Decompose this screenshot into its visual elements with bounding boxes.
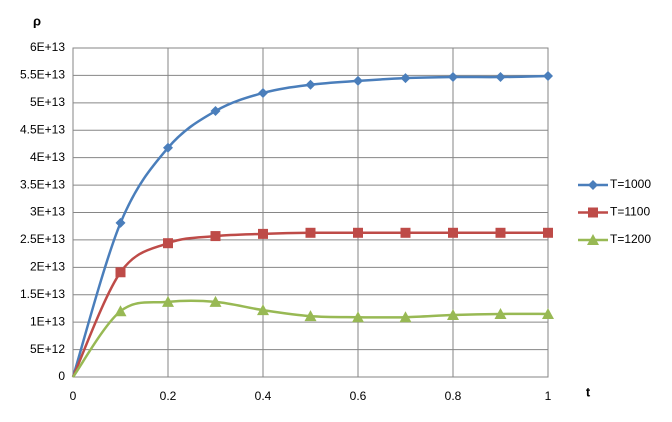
marker xyxy=(305,79,316,90)
x-tick-label: 0.8 xyxy=(445,389,462,403)
marker xyxy=(210,231,221,242)
legend-label: T=1200 xyxy=(610,232,651,246)
marker xyxy=(163,238,173,249)
y-tick-label: 4.5E+13 xyxy=(20,122,65,136)
marker xyxy=(399,311,412,323)
y-axis-label: ρ xyxy=(33,13,41,28)
marker xyxy=(258,87,268,98)
marker xyxy=(257,304,269,316)
legend-label: T=1100 xyxy=(610,205,650,219)
x-tick-label: 0 xyxy=(70,389,77,403)
marker xyxy=(542,307,554,319)
y-tick-label: 0 xyxy=(58,369,65,383)
marker xyxy=(400,227,411,238)
marker xyxy=(115,217,126,228)
marker xyxy=(209,295,222,307)
y-tick-label: 2E+13 xyxy=(30,260,65,274)
x-axis-label: t xyxy=(586,384,591,399)
marker xyxy=(353,75,363,86)
marker xyxy=(210,106,221,117)
marker xyxy=(353,227,363,238)
marker xyxy=(495,72,506,83)
marker xyxy=(543,70,553,81)
y-tick-label: 5.5E+13 xyxy=(20,68,65,82)
y-tick-label: 1E+13 xyxy=(30,314,65,328)
y-tick-label: 5E+13 xyxy=(30,95,65,109)
legend-label: T=1000 xyxy=(610,177,651,191)
marker xyxy=(448,227,458,238)
series-line xyxy=(71,74,549,378)
plot-border xyxy=(72,47,549,378)
marker xyxy=(543,227,553,238)
x-tick-label: 0.6 xyxy=(350,389,367,403)
marker xyxy=(448,72,458,83)
y-tick-label: 6E+13 xyxy=(30,40,65,54)
marker xyxy=(114,305,127,317)
x-tick-label: 0.4 xyxy=(255,389,272,403)
y-tick-label: 4E+13 xyxy=(30,150,65,164)
y-tick-label: 5E+12 xyxy=(30,342,65,356)
marker xyxy=(162,295,174,307)
marker xyxy=(587,234,599,245)
marker xyxy=(305,227,316,238)
marker xyxy=(588,180,598,190)
x-tick-label: 0.2 xyxy=(160,389,177,403)
y-tick-label: 3.5E+13 xyxy=(20,177,65,191)
marker xyxy=(447,309,459,321)
marker xyxy=(495,227,506,238)
marker xyxy=(588,207,598,218)
marker xyxy=(400,73,411,84)
marker xyxy=(494,307,507,319)
marker xyxy=(304,310,317,322)
marker xyxy=(258,228,268,239)
marker xyxy=(163,142,173,153)
y-tick-label: 3E+13 xyxy=(30,205,65,219)
y-tick-label: 1.5E+13 xyxy=(20,287,65,301)
y-tick-label: 2.5E+13 xyxy=(20,232,65,246)
x-tick-label: 1 xyxy=(545,389,552,403)
series-line xyxy=(71,231,548,378)
marker xyxy=(352,311,364,323)
marker xyxy=(115,267,126,278)
